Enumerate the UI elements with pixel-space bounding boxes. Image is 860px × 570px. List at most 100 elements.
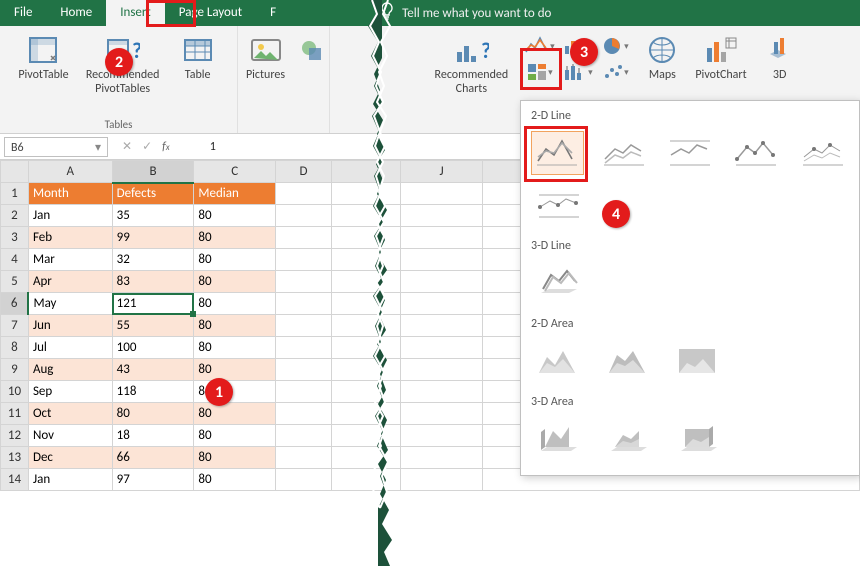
cell[interactable]: Sep [28,381,112,403]
row-header[interactable]: 13 [1,447,29,469]
cell[interactable]: 80 [112,403,194,425]
stacked-line-option[interactable] [598,131,650,175]
cell[interactable]: Oct [28,403,112,425]
stacked-line-markers-option[interactable] [797,131,849,175]
cell[interactable]: 43 [112,359,194,381]
cell[interactable]: 118 [112,381,194,403]
tab-file[interactable]: File [0,0,46,26]
stacked-area-option[interactable] [601,339,657,383]
row-header[interactable]: 12 [1,425,29,447]
row-header[interactable]: 3 [1,227,29,249]
recommended-pivottables-button[interactable]: ? Recommended PivotTables [77,30,169,118]
chevron-down-icon: ▾ [95,139,101,155]
row-header[interactable]: 6 [1,293,29,315]
insert-hierarchy-chart-button[interactable]: ▾ [523,60,555,84]
insert-line-chart-button[interactable]: ▾ [523,34,555,58]
row-header[interactable]: 9 [1,359,29,381]
cell[interactable]: 32 [112,249,194,271]
col-header-J[interactable]: J [401,161,482,183]
cell[interactable]: 80 [194,205,276,227]
cell[interactable]: 80 [194,293,276,315]
tab-page-layout[interactable]: Page Layout [165,0,256,26]
row-header[interactable]: 4 [1,249,29,271]
insert-pie-chart-button[interactable]: ▾ [599,34,631,58]
cell[interactable]: 80 [194,337,276,359]
cell[interactable]: Median [194,183,276,205]
cell[interactable]: Feb [28,227,112,249]
cell[interactable]: Aug [28,359,112,381]
cell[interactable]: 80 [194,425,276,447]
cell[interactable]: 80 [194,271,276,293]
cell[interactable]: Defects [112,183,194,205]
line-markers-option[interactable] [730,131,782,175]
col-header-D[interactable]: D [276,161,332,183]
insert-statistic-chart-button[interactable]: ▾ [561,60,593,84]
area-option[interactable] [531,339,587,383]
formula-bar-value[interactable]: 1 [210,140,216,154]
cell[interactable]: Month [28,183,112,205]
cell[interactable]: Jan [28,205,112,227]
row-header[interactable]: 5 [1,271,29,293]
100-stacked-line-option[interactable] [664,131,716,175]
pivottable-icon [27,32,59,68]
fx-icon[interactable]: fx [162,140,170,154]
cell[interactable]: 99 [112,227,194,249]
shapes-button[interactable] [295,30,327,118]
cell[interactable]: 80 [194,381,276,403]
cell[interactable]: 83 [112,271,194,293]
100-stacked-line-markers-option[interactable] [531,183,587,227]
tell-me-search[interactable]: Tell me what you want to do [380,2,551,24]
name-box[interactable]: B6 ▾ [4,137,108,157]
pictures-button[interactable]: Pictures [241,30,291,118]
cell[interactable]: Nov [28,425,112,447]
cell[interactable]: Jun [28,315,112,337]
cell[interactable]: Apr [28,271,112,293]
3d-area-option[interactable] [531,417,587,461]
cell[interactable]: 35 [112,205,194,227]
cell[interactable]: Dec [28,447,112,469]
cell[interactable]: 80 [194,249,276,271]
row-header[interactable]: 11 [1,403,29,425]
cell[interactable]: 80 [194,469,276,491]
tab-home[interactable]: Home [46,0,106,26]
recommended-charts-button[interactable]: ? Recommended Charts [425,30,517,118]
pivottable-button[interactable]: PivotTable [14,30,72,118]
cell[interactable]: Mar [28,249,112,271]
cell[interactable]: 80 [194,403,276,425]
row-header[interactable]: 14 [1,469,29,491]
cell[interactable]: 80 [194,359,276,381]
enter-formula-icon[interactable]: ✓ [142,139,152,154]
3d-stacked-area-option[interactable] [601,417,657,461]
col-header-C[interactable]: C [194,161,276,183]
100-stacked-area-option[interactable] [671,339,727,383]
cell[interactable]: 55 [112,315,194,337]
col-header-A[interactable]: A [28,161,112,183]
cell[interactable]: May [28,293,112,315]
cell[interactable]: 66 [112,447,194,469]
cell[interactable]: 18 [112,425,194,447]
row-header[interactable]: 2 [1,205,29,227]
row-header[interactable]: 10 [1,381,29,403]
cell[interactable]: Jul [28,337,112,359]
cell[interactable]: 97 [112,469,194,491]
cell[interactable]: 80 [194,227,276,249]
row-header[interactable]: 1 [1,183,29,205]
cell[interactable]: 100 [112,337,194,359]
cell[interactable]: Jan [28,469,112,491]
tab-insert[interactable]: Insert [106,0,165,26]
row-header[interactable]: 8 [1,337,29,359]
cancel-formula-icon[interactable]: ✕ [122,139,132,154]
tab-cutoff[interactable]: F [256,0,290,26]
line-chart-option[interactable] [531,131,584,175]
select-all-corner[interactable] [1,161,29,183]
insert-column-chart-button[interactable]: ▾ [561,34,593,58]
row-header[interactable]: 7 [1,315,29,337]
active-cell[interactable]: 121 [112,293,194,315]
cell[interactable]: 80 [194,447,276,469]
3d-line-option[interactable] [531,261,587,305]
table-button[interactable]: Table [173,30,223,118]
insert-scatter-chart-button[interactable]: ▾ [599,60,631,84]
3d-100-stacked-area-option[interactable] [671,417,727,461]
cell[interactable]: 80 [194,315,276,337]
col-header-B[interactable]: B [112,161,194,183]
